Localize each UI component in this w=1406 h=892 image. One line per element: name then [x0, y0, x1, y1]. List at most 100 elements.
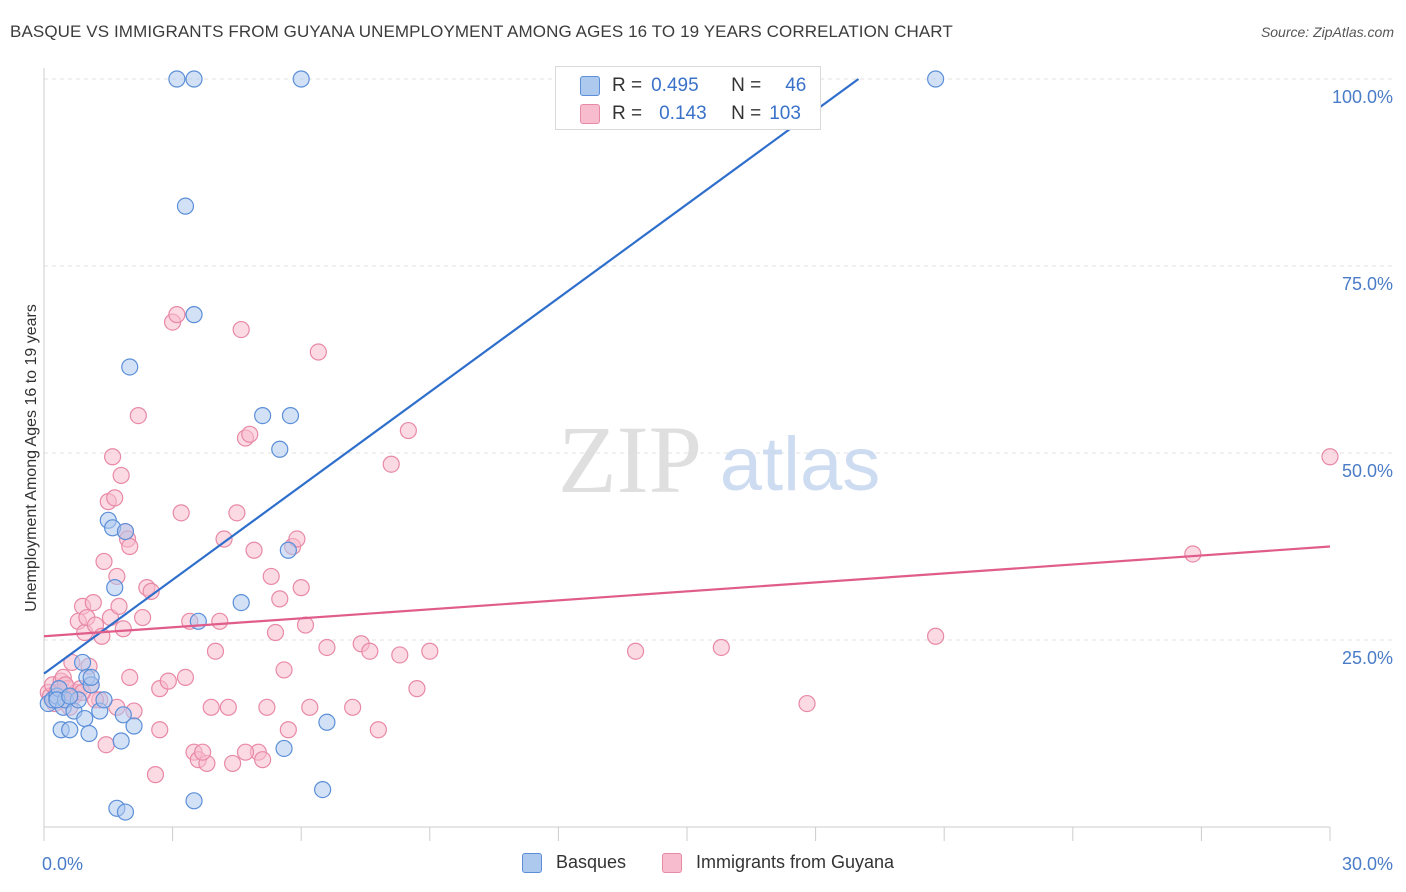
guyana-point-21: [84, 593, 102, 612]
basques-point-41: [82, 668, 100, 687]
stats-r-label-basques: R =: [612, 75, 643, 96]
axes: [43, 68, 1331, 841]
trendline-guyana: [43, 545, 1331, 638]
guyana-point-87: [408, 680, 426, 698]
legend: Basques Immigrants from Guyana: [0, 852, 1406, 878]
guyana-point-56: [211, 612, 229, 630]
guyana-point-58: [219, 698, 237, 716]
x-tick-label-max: 30.0%: [1342, 854, 1393, 874]
basques-point-39: [318, 713, 336, 731]
guyana-point-67: [258, 698, 276, 716]
legend-label-basques: Basques: [556, 852, 627, 872]
guyana-point-72: [279, 721, 297, 739]
stats-n-label-guyana: N =: [731, 103, 762, 124]
guyana-point-66: [254, 751, 272, 769]
basques-point-34: [254, 407, 272, 425]
guyana-point-43: [146, 766, 165, 784]
guyana-point-92: [927, 627, 945, 645]
stats-r-value-guyana: 0.143: [659, 103, 707, 124]
guyana-point-77: [301, 698, 319, 716]
guyana-point-45: [159, 672, 177, 690]
guyana-point-49: [176, 668, 195, 687]
guyana-point-98: [194, 743, 212, 761]
guyana-point-25: [95, 552, 113, 571]
guyana-point-88: [421, 642, 439, 660]
basques-point-26: [185, 306, 203, 324]
guyana-point-82: [361, 642, 379, 660]
series-guyana: [39, 306, 1339, 784]
guyana-point-97: [151, 721, 169, 739]
guyana-point-37: [121, 537, 139, 556]
watermark-atlas: atlas: [720, 422, 881, 507]
stats-row-guyana: R = 0.143 N = 103: [580, 103, 801, 125]
guyana-point-93: [1184, 545, 1202, 563]
guyana-point-83: [369, 721, 387, 739]
basques-point-24: [121, 358, 139, 376]
basques-point-36: [281, 407, 300, 425]
basques-point-23: [125, 717, 143, 735]
guyana-point-86: [399, 421, 417, 440]
guyana-point-55: [206, 642, 225, 660]
basques-point-28: [185, 792, 203, 810]
guyana-point-59: [224, 754, 242, 773]
basques-point-20: [112, 732, 130, 750]
basques-point-22: [116, 803, 135, 821]
tick-labels: 25.0% 50.0% 75.0% 100.0% 0.0% 30.0%: [42, 87, 1393, 874]
stats-r-label-guyana: R =: [612, 103, 643, 124]
guyana-point-78: [309, 343, 327, 361]
basques-point-33: [275, 739, 293, 758]
guyana-point-34: [114, 620, 132, 638]
basques-point-11: [76, 709, 94, 728]
guyana-point-79: [318, 638, 336, 657]
basques-point-35: [271, 440, 289, 458]
stats-n-value-guyana: 103: [769, 103, 801, 124]
guyana-point-71: [275, 661, 293, 679]
basques-point-29: [168, 70, 186, 88]
guyana-point-99: [236, 743, 255, 761]
y-axis-label: Unemployment Among Ages 16 to 19 years: [23, 304, 40, 612]
guyana-point-47: [168, 306, 186, 324]
legend-item-basques[interactable]: Basques: [522, 852, 626, 873]
guyana-point-30: [106, 489, 124, 507]
guyana-point-61: [232, 320, 250, 339]
guyana-point-40: [133, 608, 152, 627]
legend-item-guyana[interactable]: Immigrants from Guyana: [662, 852, 894, 873]
guyana-point-64: [245, 541, 263, 559]
basques-point-25: [176, 197, 195, 215]
legend-label-guyana: Immigrants from Guyana: [696, 852, 895, 872]
guyana-point-29: [103, 448, 122, 466]
trendlines: [43, 78, 1331, 675]
stats-swatch-guyana: [580, 104, 600, 124]
legend-swatch-basques: [522, 852, 542, 873]
basques-point-32: [232, 593, 250, 612]
basques-point-13: [80, 724, 98, 743]
guyana-point-26: [97, 736, 115, 754]
basques-point-10: [73, 653, 92, 672]
guyana-point-80: [344, 698, 362, 716]
stats-swatch-basques: [580, 76, 600, 96]
guyana-point-63: [241, 425, 259, 443]
source-label: Source: ZipAtlas.com: [1260, 24, 1394, 40]
guyana-point-42: [142, 582, 160, 600]
stats-row-basques: R = 0.495 N = 46: [580, 75, 806, 97]
guyana-point-84: [382, 455, 400, 473]
guyana-point-69: [266, 623, 285, 642]
guyana-point-54: [202, 698, 220, 716]
stats-r-value-basques: 0.495: [651, 75, 699, 96]
stats-n-label-basques: N =: [731, 75, 762, 96]
series-basques: [39, 70, 945, 821]
x-tick-label-min: 0.0%: [42, 854, 83, 874]
guyana-point-94: [1321, 448, 1339, 466]
watermark: ZIP atlas: [558, 406, 880, 513]
guyana-point-90: [712, 638, 730, 657]
y-tick-label-0: 25.0%: [1342, 648, 1393, 668]
stats-box: R = 0.495 N = 46 R = 0.143 N = 103: [555, 66, 821, 130]
guyana-point-70: [271, 590, 289, 608]
guyana-point-91: [798, 694, 816, 713]
y-tick-label-2: 75.0%: [1342, 274, 1393, 294]
y-tick-label-1: 50.0%: [1342, 461, 1393, 481]
basques-point-31: [292, 70, 310, 88]
guyana-point-75: [292, 579, 310, 597]
basques-point-21: [114, 706, 132, 724]
